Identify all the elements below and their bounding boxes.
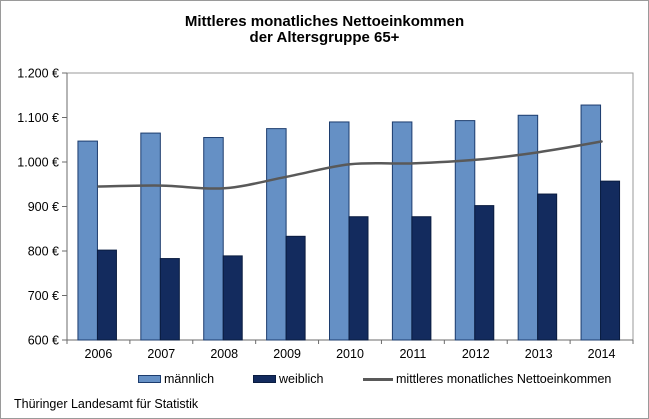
y-tick-label: 600 € <box>28 334 59 348</box>
bar-weiblich-2011 <box>411 216 432 341</box>
bar-weiblich-2014 <box>600 180 621 341</box>
chart-title: Mittleres monatliches Nettoeinkommen der… <box>1 14 648 45</box>
x-tick-label: 2013 <box>525 347 553 361</box>
bar-weiblich-2010 <box>348 216 369 341</box>
x-tick-label: 2007 <box>147 347 175 361</box>
y-tick-label: 800 € <box>28 245 59 259</box>
legend-item-männlich: männlich <box>138 371 214 387</box>
bar-männlich-2008 <box>203 137 224 341</box>
legend-label: mittleres monatliches Nettoeinkommen <box>396 372 612 386</box>
source-note: Thüringer Landesamt für Statistik <box>14 397 199 411</box>
legend-item-weiblich: weiblich <box>253 371 323 387</box>
income-trend-line <box>97 140 603 190</box>
bar-weiblich-2007 <box>159 258 180 341</box>
legend-swatch-männlich <box>138 375 161 383</box>
bar-männlich-2012 <box>454 120 476 341</box>
bar-männlich-2007 <box>140 132 161 341</box>
chart-title-line2: der Altersgruppe 65+ <box>249 28 400 46</box>
x-tick-label: 2011 <box>399 347 426 361</box>
chart-legend: männlich weiblich mittleres monatliches Ne… <box>1 371 648 387</box>
y-tick-label: 900 € <box>28 200 59 214</box>
x-tick-label: 2006 <box>85 347 113 361</box>
y-tick-label: 1.100 € <box>17 111 59 125</box>
legend-swatch-weiblich <box>253 375 276 383</box>
legend-label: weiblich <box>279 372 324 386</box>
x-tick-label: 2008 <box>210 347 238 361</box>
x-tick-label: 2012 <box>462 347 490 361</box>
legend-label: männlich <box>164 372 215 386</box>
y-tick-label: 700 € <box>28 289 59 303</box>
y-tick-label: 1.000 € <box>17 156 59 170</box>
x-tick-label: 2009 <box>273 347 301 361</box>
legend-swatch-trend-line <box>363 377 393 381</box>
legend-item-trend: mittleres monatliches Nettoeinkommen <box>363 371 611 387</box>
bar-männlich-2013 <box>517 114 539 341</box>
x-tick-label: 2014 <box>588 347 616 361</box>
bar-weiblich-2012 <box>474 205 495 341</box>
bar-weiblich-2006 <box>96 249 117 341</box>
chart-title-line1: Mittleres monatliches Nettoeinkommen <box>184 13 465 30</box>
bar-weiblich-2008 <box>222 255 243 341</box>
x-tick-label: 2010 <box>336 347 364 361</box>
bar-weiblich-2013 <box>537 193 558 341</box>
bar-männlich-2014 <box>580 104 602 341</box>
bar-männlich-2011 <box>391 121 413 341</box>
bar-männlich-2010 <box>329 121 350 341</box>
bar-männlich-2006 <box>77 140 98 341</box>
y-tick-label: 1.200 € <box>17 67 59 81</box>
bar-männlich-2009 <box>266 128 287 341</box>
bar-weiblich-2009 <box>285 235 306 341</box>
